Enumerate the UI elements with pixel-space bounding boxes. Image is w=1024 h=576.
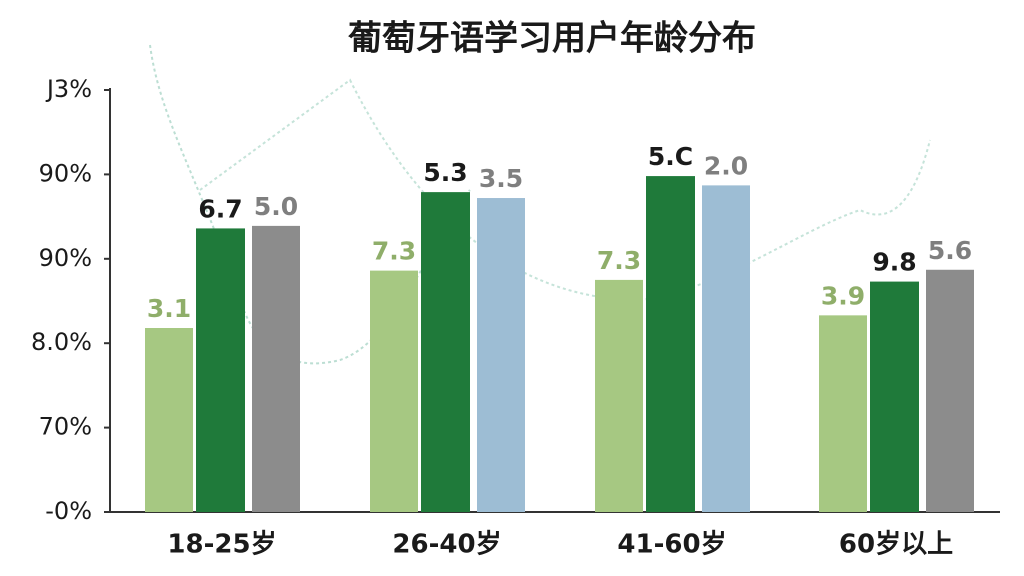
x-tick-label: 18-25岁 <box>167 529 276 560</box>
bar <box>926 269 974 512</box>
data-label: 9.8 <box>872 248 916 277</box>
y-tick-label: 90% <box>39 159 92 187</box>
data-label: 5.3 <box>423 158 467 187</box>
y-tick-label: 8.0% <box>31 328 92 356</box>
x-tick-label: 41-60岁 <box>617 529 726 560</box>
data-label: 5.C <box>648 142 693 171</box>
data-label: 2.0 <box>704 151 748 180</box>
decor-curve <box>199 78 931 302</box>
bar <box>477 198 525 513</box>
bar <box>252 225 300 512</box>
data-label: 7.3 <box>372 237 416 266</box>
bar <box>819 315 867 512</box>
y-tick-label: J3% <box>45 75 92 103</box>
bar <box>646 176 695 512</box>
data-label: 5.0 <box>254 192 298 221</box>
x-tick-label: 60岁以上 <box>839 529 953 560</box>
chart-title: 葡萄牙语学习用户年龄分布 <box>348 19 756 59</box>
bar <box>196 228 245 512</box>
y-tick-label: 70% <box>39 413 92 441</box>
x-tick-label: 26-40岁 <box>392 529 501 560</box>
data-label: 3.1 <box>147 294 191 323</box>
data-label: 7.3 <box>597 246 641 275</box>
bar <box>595 279 643 512</box>
data-label: 6.7 <box>198 194 242 223</box>
bar <box>702 185 750 512</box>
bar <box>870 281 919 512</box>
data-label: 3.5 <box>479 164 523 193</box>
y-tick-label: 90% <box>39 244 92 272</box>
bar <box>370 270 418 512</box>
bar <box>421 192 470 512</box>
data-label: 3.9 <box>821 281 865 310</box>
y-tick-label: -0% <box>45 497 92 525</box>
bar <box>145 328 193 512</box>
data-label: 5.6 <box>928 236 972 265</box>
